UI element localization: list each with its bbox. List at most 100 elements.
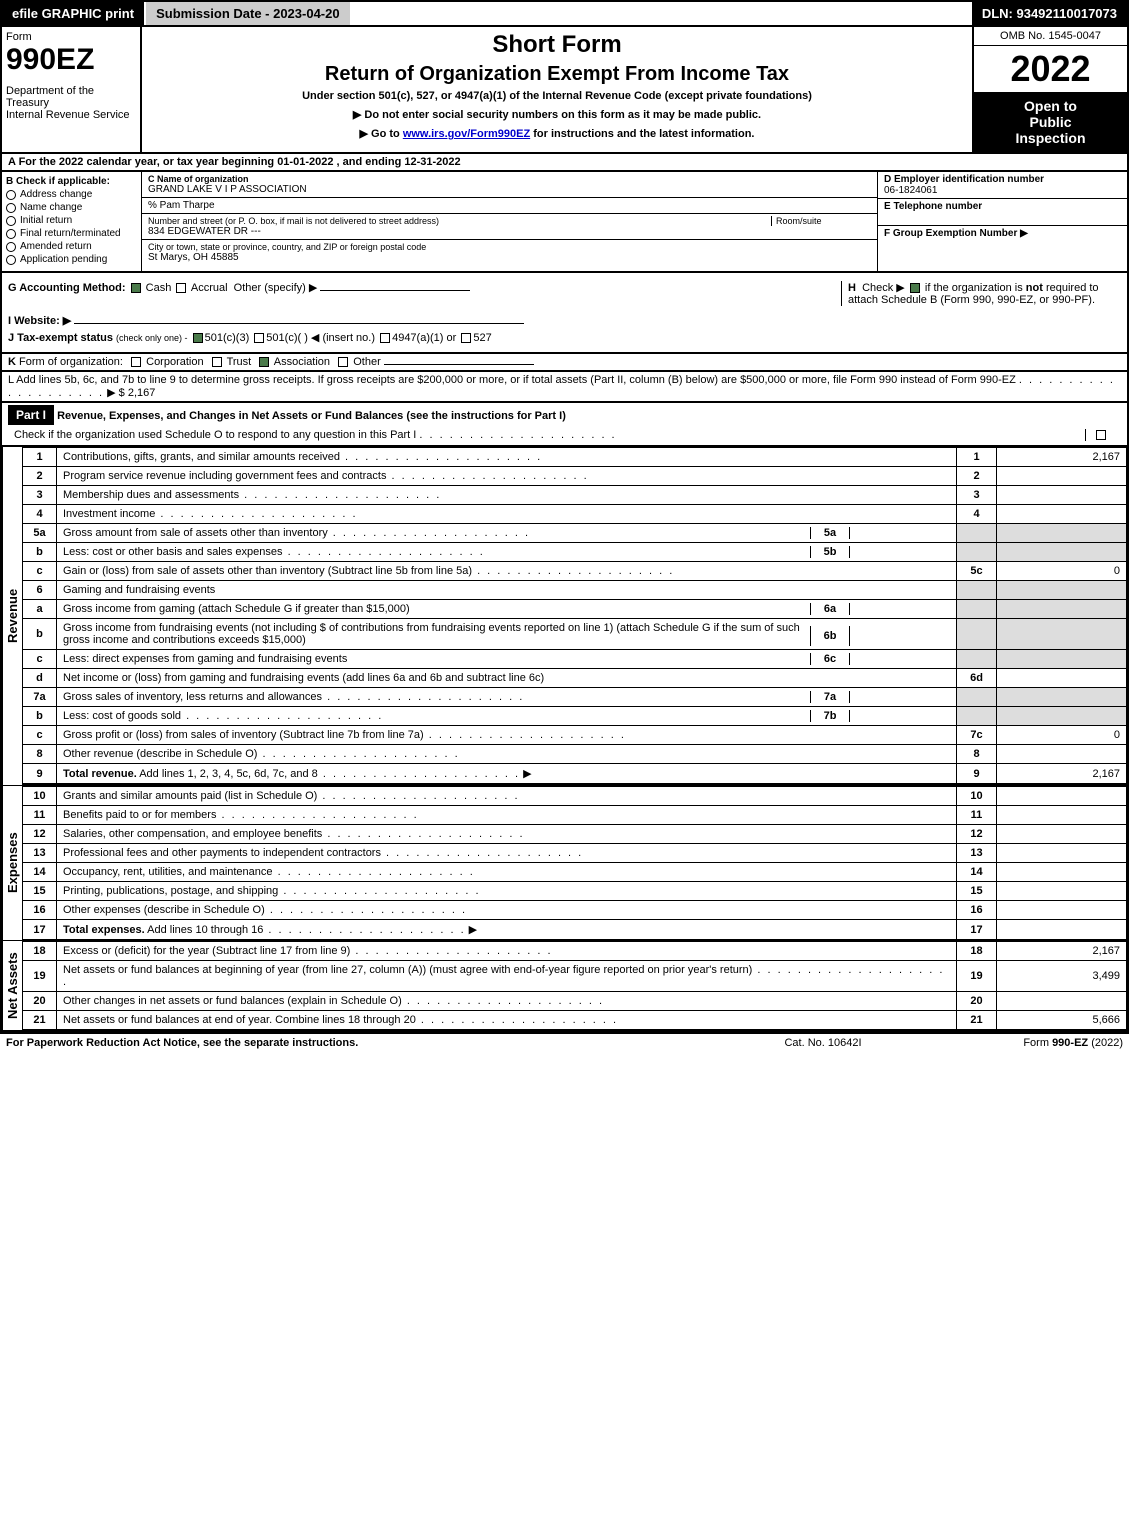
dots-filler [257, 748, 459, 760]
line-desc: Excess or (deficit) for the year (Subtra… [63, 945, 350, 957]
shaded-cell [997, 581, 1127, 600]
dots-filler [283, 546, 485, 558]
line-box: 1 [957, 448, 997, 467]
line-box: 14 [957, 863, 997, 882]
row-l-amount: ▶ $ 2,167 [107, 387, 155, 399]
line-box: 19 [957, 961, 997, 992]
checkbox-h[interactable] [910, 283, 920, 293]
check-amended-return[interactable]: Amended return [6, 241, 137, 252]
checkbox-assoc[interactable] [259, 357, 269, 367]
line-7c: cGross profit or (loss) from sales of in… [23, 726, 1127, 745]
line-17: 17Total expenses. Add lines 10 through 1… [23, 920, 1127, 940]
checkbox-4947[interactable] [380, 333, 390, 343]
expenses-table: 10Grants and similar amounts paid (list … [22, 786, 1127, 940]
other-org-line[interactable] [384, 364, 534, 365]
group-exemption-label: F Group Exemption Number ▶ [884, 228, 1121, 239]
phone-label: E Telephone number [884, 201, 1121, 212]
footer-right: Form 990-EZ (2022) [923, 1037, 1123, 1049]
checkbox-corp[interactable] [131, 357, 141, 367]
line-num: c [23, 650, 57, 669]
dots-filler [350, 945, 552, 957]
info-grid: B Check if applicable: Address change Na… [0, 172, 1129, 273]
line-box: 7c [957, 726, 997, 745]
line-desc: Net income or (loss) from gaming and fun… [63, 672, 544, 684]
city-row: City or town, state or province, country… [142, 240, 877, 265]
line-box: 21 [957, 1011, 997, 1030]
line-box: 17 [957, 920, 997, 940]
checkbox-501c3[interactable] [193, 333, 203, 343]
line-amount: 2,167 [997, 448, 1127, 467]
checkbox-527[interactable] [461, 333, 471, 343]
street-row: Number and street (or P. O. box, if mail… [142, 214, 877, 240]
inspection-box: Open to Public Inspection [974, 92, 1127, 152]
line-desc: Contributions, gifts, grants, and simila… [63, 451, 340, 463]
line-box: 11 [957, 806, 997, 825]
dots-filler [263, 924, 465, 936]
checkbox-trust[interactable] [212, 357, 222, 367]
line-6a: aGross income from gaming (attach Schedu… [23, 600, 1127, 619]
schedule-o-checkbox[interactable] [1085, 429, 1115, 441]
street-value: 834 EDGEWATER DR --- [148, 226, 871, 237]
line-5a: 5aGross amount from sale of assets other… [23, 524, 1127, 543]
inspection-line1: Open to [980, 98, 1121, 114]
line-amount [997, 486, 1127, 505]
other-specify-line[interactable] [320, 290, 470, 291]
radio-icon [6, 190, 16, 200]
efile-button[interactable]: efile GRAPHIC print [2, 2, 146, 25]
line-num: 2 [23, 467, 57, 486]
line-num: 6 [23, 581, 57, 600]
column-def: D Employer identification number 06-1824… [877, 172, 1127, 271]
check-final-return[interactable]: Final return/terminated [6, 228, 137, 239]
line-num: b [23, 543, 57, 562]
line-11: 11 Benefits paid to or for members 11 [23, 806, 1127, 825]
checkbox-other-org[interactable] [338, 357, 348, 367]
website-line[interactable] [74, 323, 524, 324]
header-right: OMB No. 1545-0047 2022 Open to Public In… [972, 27, 1127, 152]
instruction-2: ▶ Go to www.irs.gov/Form990EZ for instru… [146, 127, 968, 140]
irs-label: Internal Revenue Service [6, 109, 136, 121]
line-5b: bLess: cost or other basis and sales exp… [23, 543, 1127, 562]
inner-box-label: 6a [810, 603, 850, 615]
opt-4947: 4947(a)(1) or [392, 332, 456, 344]
inner-amount [850, 653, 950, 665]
check-application-pending[interactable]: Application pending [6, 254, 137, 265]
inner-amount [850, 710, 950, 722]
inspection-line3: Inspection [980, 130, 1121, 146]
opt-501c: 501(c)( ) [266, 332, 308, 344]
line-desc: Net assets or fund balances at end of ye… [63, 1014, 416, 1026]
line-num: 16 [23, 901, 57, 920]
checkbox-cash[interactable] [131, 283, 141, 293]
line-amount [997, 992, 1127, 1011]
line-4: 4Investment income4 [23, 505, 1127, 524]
inner-amount [850, 546, 950, 558]
line-13: 13Professional fees and other payments t… [23, 844, 1127, 863]
checkbox-501c[interactable] [254, 333, 264, 343]
line-num: a [23, 600, 57, 619]
line-19: 19Net assets or fund balances at beginni… [23, 961, 1127, 992]
accrual-label: Accrual [191, 282, 228, 294]
checkbox-accrual[interactable] [176, 283, 186, 293]
line-box: 6d [957, 669, 997, 688]
revenue-table: 1 Contributions, gifts, grants, and simil… [22, 447, 1127, 785]
check-address-change[interactable]: Address change [6, 189, 137, 200]
line-box: 20 [957, 992, 997, 1011]
form-label: Form [6, 31, 136, 43]
street-label: Number and street (or P. O. box, if mail… [148, 216, 771, 226]
column-c: C Name of organization GRAND LAKE V I P … [142, 172, 877, 271]
line-amount [997, 806, 1127, 825]
row-g: G Accounting Method: Cash Accrual Other … [8, 281, 841, 306]
j-sub: (check only one) - [116, 333, 188, 343]
line-num: 11 [23, 806, 57, 825]
line-12: 12Salaries, other compensation, and empl… [23, 825, 1127, 844]
care-of-row: % Pam Tharpe [142, 198, 877, 214]
check-name-change[interactable]: Name change [6, 202, 137, 213]
check-initial-return[interactable]: Initial return [6, 215, 137, 226]
irs-link[interactable]: www.irs.gov/Form990EZ [403, 128, 530, 140]
dots-filler [340, 451, 542, 463]
inner-amount [850, 527, 950, 539]
line-desc: Benefits paid to or for members [63, 809, 216, 821]
net-assets-section: Net Assets 18Excess or (deficit) for the… [0, 940, 1129, 1032]
line-num: b [23, 619, 57, 650]
line-5c: cGain or (loss) from sale of assets othe… [23, 562, 1127, 581]
topbar-spacer [352, 2, 972, 25]
